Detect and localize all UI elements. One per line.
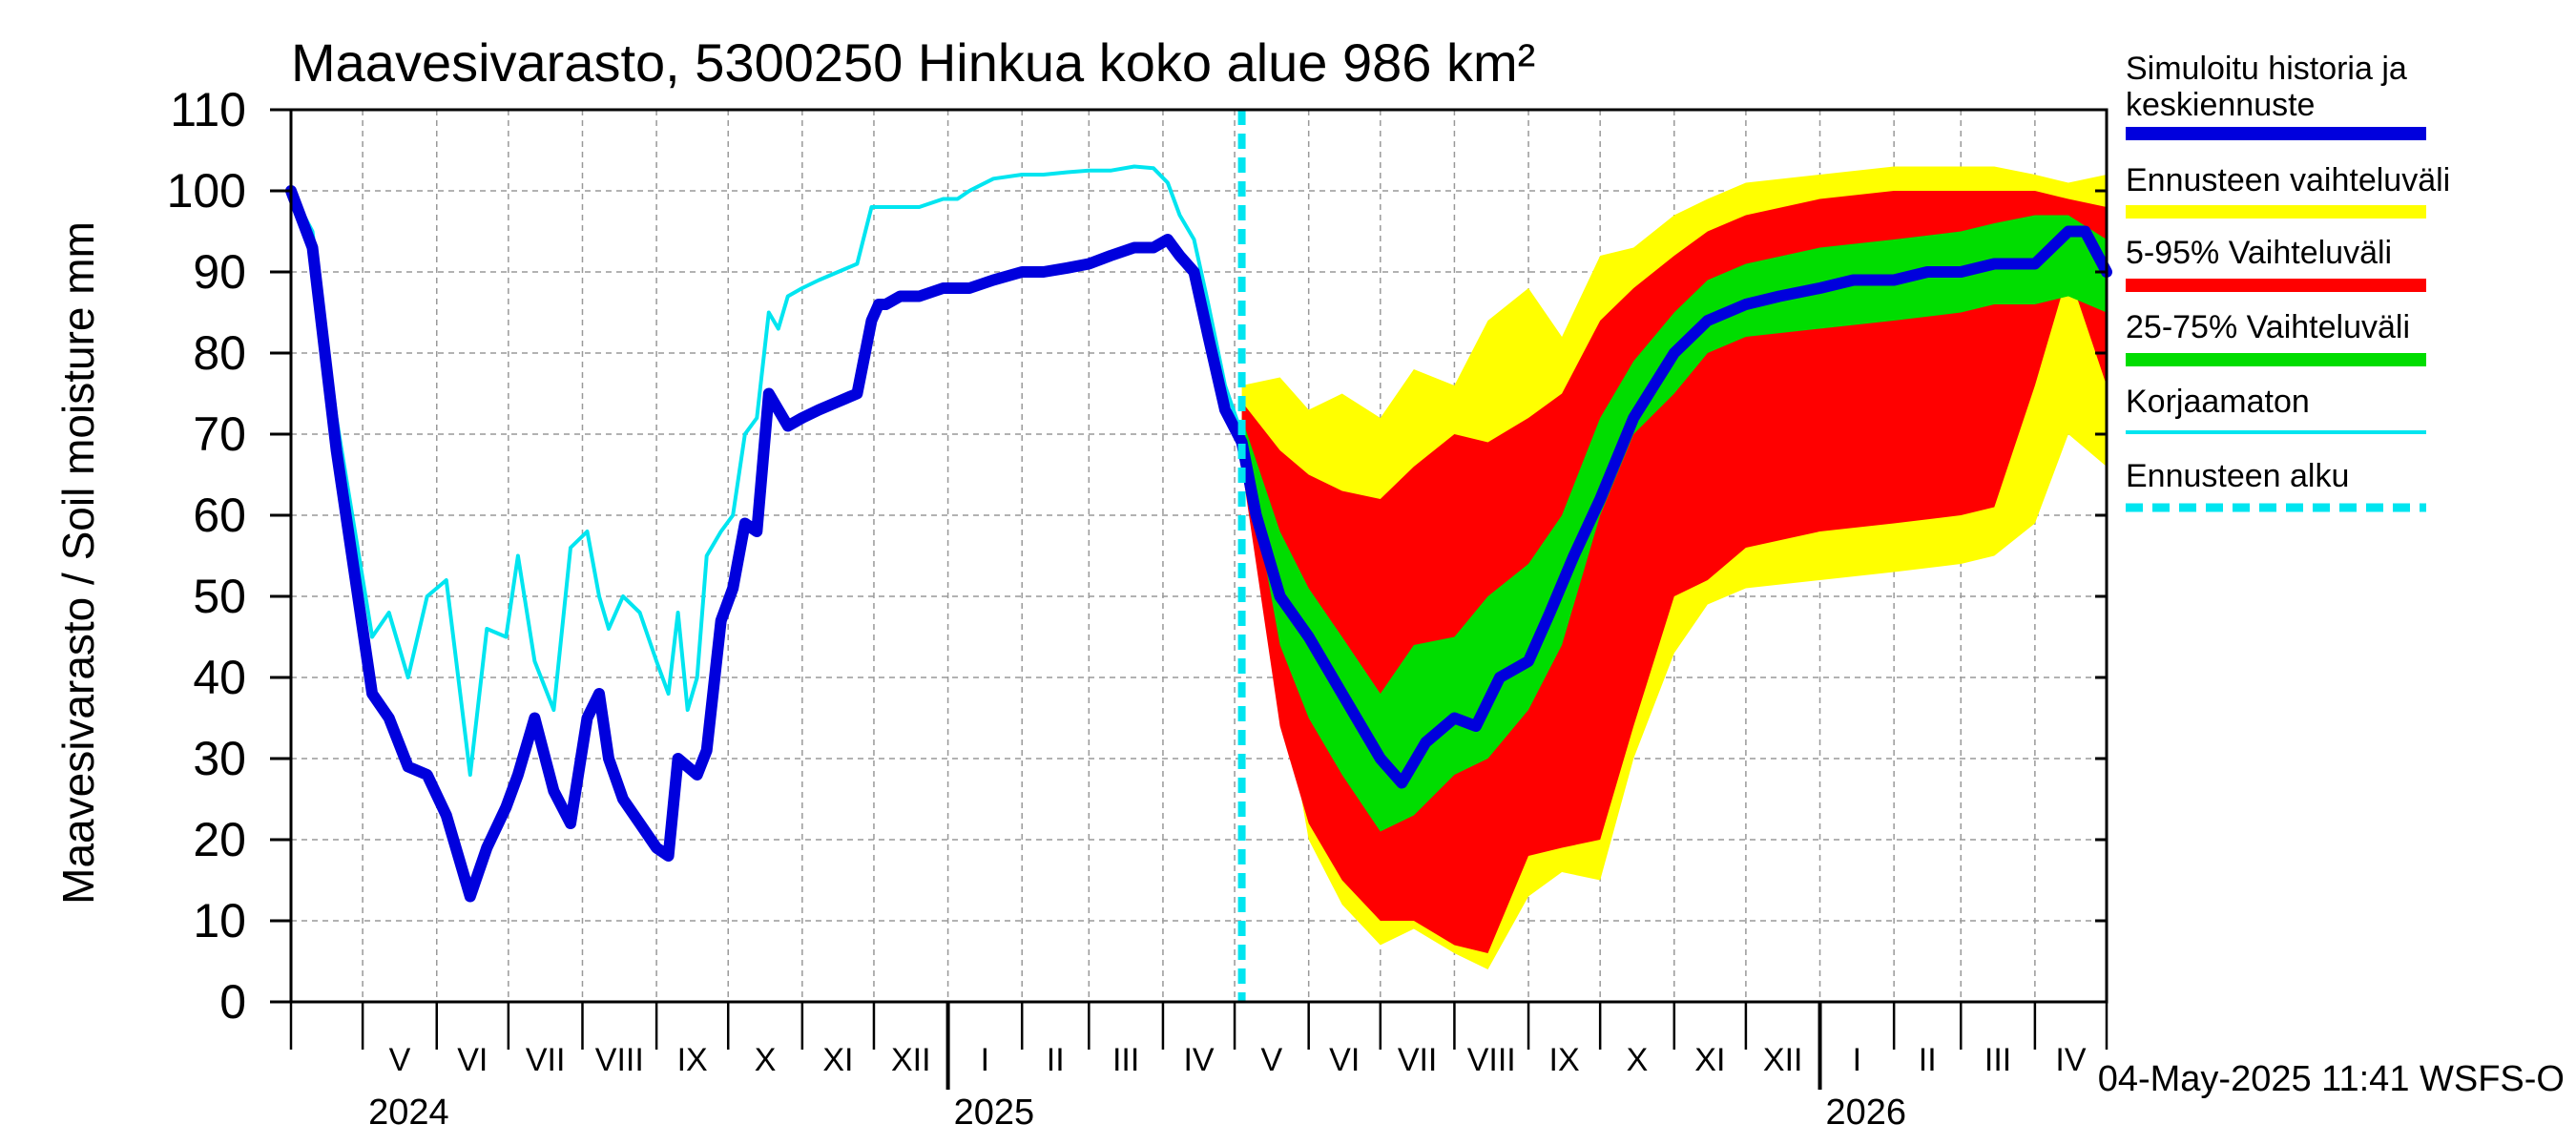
legend-label-simulated: Simuloitu historia ja keskiennuste [2126,51,2407,123]
y-tick-label: 10 [193,894,246,947]
x-month-label: I [1853,1042,1861,1078]
line-simuloitu-keskiennuste [285,185,2112,903]
forecast-bands [1241,166,2107,969]
legend: Simuloitu historia ja keskiennuste Ennuste… [2126,51,2450,512]
chart-title: Maavesivarasto, 5300250 Hinkua koko alue… [291,32,1535,93]
x-month-label: VII [1398,1042,1438,1078]
y-tick-label: 40 [193,651,246,704]
x-month-label: IX [1549,1042,1580,1078]
y-tick-label: 80 [193,326,246,380]
y-tick-label: 0 [219,975,246,1029]
legend-label-uncorrected: Korjaamaton [2126,384,2310,420]
legend-label-range: Ennusteen vaihteluväli [2126,162,2450,198]
y-tick-label: 60 [193,489,246,542]
x-month-label: X [1627,1042,1649,1078]
y-tick-label: 20 [193,813,246,866]
x-month-label: III [1112,1042,1139,1078]
y-tick-label: 50 [193,570,246,623]
series-lines [285,110,2112,1002]
legend-label-p25_75: 25-75% Vaihteluväli [2126,309,2410,345]
legend-label-p5_95: 5-95% Vaihteluväli [2126,235,2392,271]
x-month-label: II [1919,1042,1937,1078]
y-tick-label: 100 [167,164,246,218]
x-month-label: III [1984,1042,2011,1078]
x-month-label: XI [1694,1042,1725,1078]
x-month-label: VI [1329,1042,1360,1078]
x-month-label: XII [1763,1042,1803,1078]
x-year-label: 2024 [368,1093,449,1133]
line-korjaamaton [289,164,1244,777]
x-month-label: VI [457,1042,488,1078]
x-month-label: IX [677,1042,708,1078]
x-month-label: X [755,1042,777,1078]
band-25-75 [1241,215,2107,832]
x-month-label: I [981,1042,989,1078]
y-axis-label: Maavesivarasto / Soil moisture mm [53,221,103,905]
x-month-label: XI [822,1042,853,1078]
x-month-label: IV [2055,1042,2086,1078]
x-year-label: 2025 [954,1093,1035,1133]
legend-label-forecast_start: Ennusteen alku [2126,458,2349,494]
x-month-label: VII [526,1042,566,1078]
x-month-label: VIII [595,1042,644,1078]
footer-timestamp: 04-May-2025 11:41 WSFS-O [2098,1059,2565,1099]
y-tick-label: 90 [193,245,246,299]
x-month-label: VIII [1467,1042,1516,1078]
x-month-label: IV [1183,1042,1214,1078]
y-tick-label: 110 [170,83,246,136]
x-year-label: 2026 [1826,1093,1907,1133]
y-tick-label: 70 [193,407,246,461]
x-month-label: V [1261,1042,1283,1078]
x-month-label: II [1047,1042,1065,1078]
y-tick-label: 30 [193,732,246,785]
plot-frame [289,108,2109,1004]
x-month-label: XII [891,1042,931,1078]
x-month-label: V [389,1042,411,1078]
